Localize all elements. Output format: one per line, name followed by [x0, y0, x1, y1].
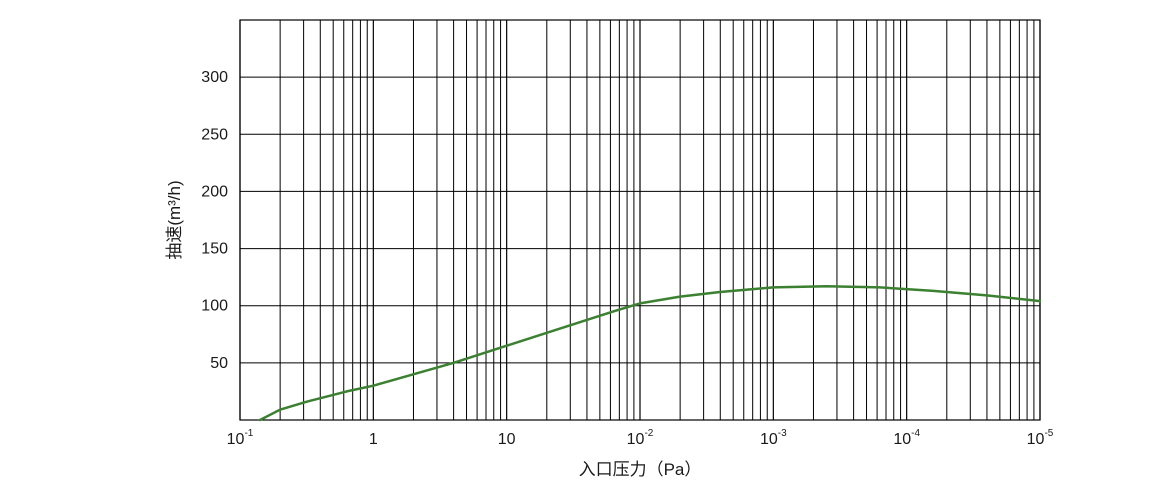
pumping-speed-chart: 5010015020025030010-111010-210-310-410-5… [0, 0, 1160, 500]
y-tick-label: 100 [201, 298, 228, 315]
y-tick-label: 200 [201, 183, 228, 200]
x-tick-label: 1 [369, 431, 378, 448]
y-tick-label: 50 [210, 355, 228, 372]
y-tick-label: 300 [201, 69, 228, 86]
chart-container: 5010015020025030010-111010-210-310-410-5… [0, 0, 1160, 500]
y-tick-label: 250 [201, 126, 228, 143]
x-axis-label: 入口压力（Pa） [579, 460, 702, 479]
x-tick-label: 10 [498, 431, 516, 448]
y-tick-label: 150 [201, 241, 228, 258]
y-axis-label: 抽速(m³/h) [165, 180, 184, 259]
